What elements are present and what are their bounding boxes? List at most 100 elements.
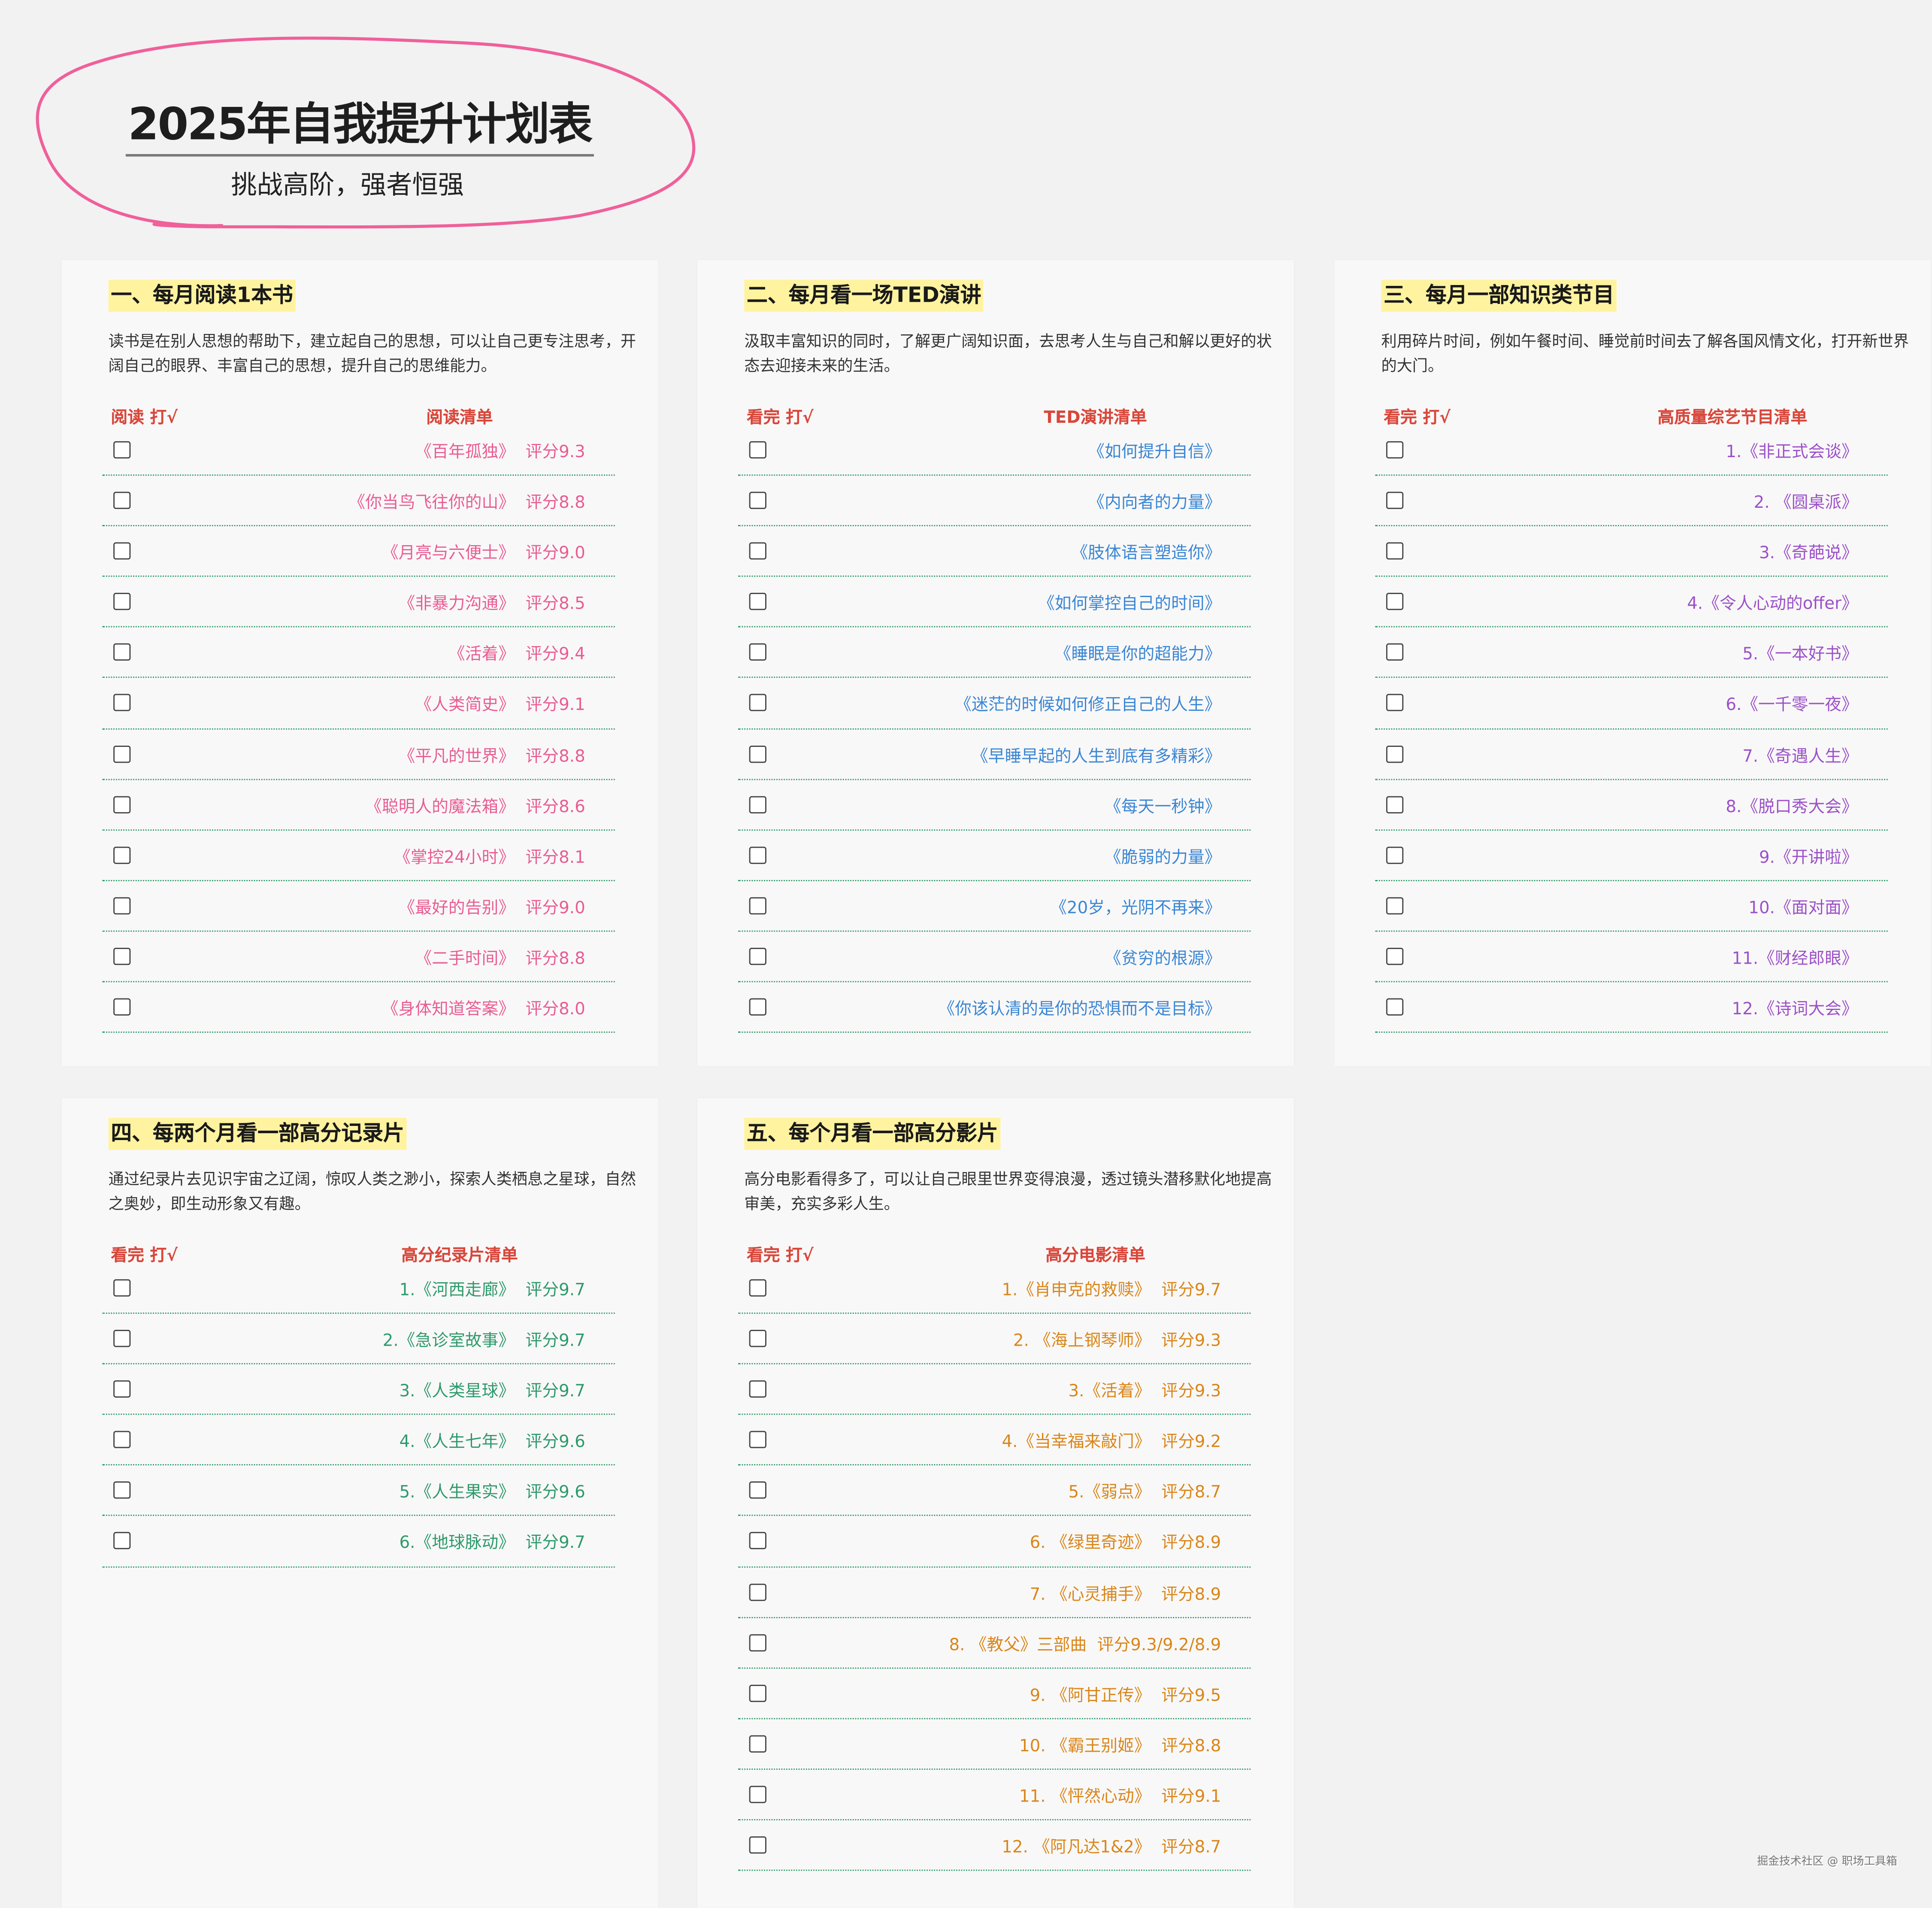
checkbox[interactable]	[749, 1735, 766, 1753]
item-label: 3.《活着》 评分9.3	[1068, 1382, 1221, 1402]
checkbox[interactable]	[749, 1634, 766, 1651]
section-card-5: 五、每个月看一部高分影片 高分电影看得多了，可以让自己眼里世界变得浪漫，透过镜头潜…	[697, 1098, 1294, 1908]
check-column-header: 看完 打√	[111, 1246, 178, 1266]
checkbox[interactable]	[113, 593, 131, 611]
list-item: 《脆弱的力量》	[738, 830, 1251, 881]
checkbox[interactable]	[749, 593, 766, 611]
checkbox[interactable]	[749, 1330, 766, 1347]
checkbox[interactable]	[1386, 542, 1404, 560]
checkbox[interactable]	[749, 998, 766, 1016]
checkbox[interactable]	[749, 1532, 766, 1550]
item-label: 《活着》 评分9.4	[448, 645, 585, 665]
checkbox[interactable]	[749, 643, 766, 661]
checkbox[interactable]	[749, 694, 766, 712]
checkbox[interactable]	[749, 1583, 766, 1601]
checkbox[interactable]	[1386, 441, 1404, 459]
checkbox[interactable]	[113, 1279, 131, 1297]
list-item: 1.《非正式会谈》	[1375, 425, 1888, 476]
item-label: 2. 《圆桌派》	[1753, 493, 1858, 513]
item-label: 《掌控24小时》 评分8.1	[394, 847, 585, 868]
item-label: 6.《一千零一夜》	[1726, 695, 1858, 716]
checkbox[interactable]	[113, 1380, 131, 1398]
checkbox[interactable]	[1386, 694, 1404, 712]
checkbox[interactable]	[749, 1786, 766, 1803]
checkbox[interactable]	[113, 745, 131, 763]
item-label: 2. 《海上钢琴师》 评分9.3	[1013, 1331, 1221, 1351]
checkbox[interactable]	[749, 1380, 766, 1398]
checkbox[interactable]	[1386, 998, 1404, 1016]
checkbox[interactable]	[1386, 491, 1404, 510]
list-item: 1.《河西走廊》 评分9.7	[102, 1263, 615, 1314]
item-label: 《你该认清的是你的恐惧而不是目标》	[938, 999, 1221, 1019]
checkbox[interactable]	[749, 1684, 766, 1702]
checkbox[interactable]	[113, 1482, 131, 1499]
checkbox[interactable]	[749, 1431, 766, 1449]
item-label: 《睡眠是你的超能力》	[1054, 645, 1221, 665]
list-item: 1.《肖申克的救赎》 评分9.7	[738, 1263, 1251, 1314]
list-item: 4.《人生七年》 评分9.6	[102, 1415, 615, 1466]
section-title: 三、每月一部知识类节目	[1381, 279, 1617, 312]
item-label: 《如何提升自信》	[1088, 442, 1221, 462]
section-card-3: 三、每月一部知识类节目 利用碎片时间，例如午餐时间、睡觉前时间去了解各国风情文化，…	[1334, 260, 1931, 1066]
checkbox[interactable]	[1386, 795, 1404, 813]
item-label: 9. 《阿甘正传》 评分9.5	[1030, 1686, 1221, 1706]
checkbox[interactable]	[113, 491, 131, 510]
item-label: 9.《开讲啦》	[1759, 847, 1858, 868]
list-item: 《早睡早起的人生到底有多精彩》	[738, 729, 1251, 780]
checkbox[interactable]	[113, 694, 131, 712]
checkbox[interactable]	[749, 947, 766, 965]
section-description: 通过纪录片去见识宇宙之辽阔，惊叹人类之渺小，探索人类栖息之星球，自然之奥妙，即生…	[108, 1169, 636, 1213]
checkbox[interactable]	[113, 795, 131, 813]
list-item: 《迷茫的时候如何修正自己的人生》	[738, 679, 1251, 729]
list-item: 《百年孤独》 评分9.3	[102, 425, 615, 476]
item-label: 《贫穷的根源》	[1105, 949, 1221, 969]
checkbox[interactable]	[749, 491, 766, 510]
checkbox[interactable]	[749, 1836, 766, 1854]
list-column-header: TED演讲清单	[1044, 408, 1147, 428]
section-card-2: 二、每月看一场TED演讲 汲取丰富知识的同时，了解更广阔知识面，去思考人生与自己和…	[697, 260, 1294, 1066]
list-column-header: 高分电影清单	[1045, 1246, 1145, 1266]
checkbox[interactable]	[113, 897, 131, 914]
section-title: 四、每两个月看一部高分记录片	[108, 1118, 407, 1150]
checkbox[interactable]	[113, 947, 131, 965]
checklist: 《如何提升自信》 《内向者的力量》 《肢体语言塑造你》 《如何掌控自己的时间》 《睡眠是…	[738, 425, 1251, 1033]
checkbox[interactable]	[113, 542, 131, 560]
checkbox[interactable]	[1386, 643, 1404, 661]
checkbox[interactable]	[749, 542, 766, 560]
item-label: 《二手时间》 评分8.8	[415, 949, 585, 969]
checkbox[interactable]	[113, 1330, 131, 1347]
checkbox[interactable]	[1386, 593, 1404, 611]
list-item: 《如何掌控自己的时间》	[738, 577, 1251, 628]
list-item: 《睡眠是你的超能力》	[738, 628, 1251, 679]
checkbox[interactable]	[749, 795, 766, 813]
list-item: 3.《奇葩说》	[1375, 527, 1888, 577]
checkbox[interactable]	[749, 897, 766, 914]
checkbox[interactable]	[749, 441, 766, 459]
checkbox[interactable]	[749, 846, 766, 864]
item-label: 《肢体语言塑造你》	[1071, 543, 1221, 564]
checkbox[interactable]	[113, 1532, 131, 1550]
checkbox[interactable]	[113, 1431, 131, 1449]
item-label: 8.《脱口秀大会》	[1726, 797, 1858, 817]
checkbox[interactable]	[749, 1482, 766, 1499]
list-item: 《身体知道答案》 评分8.0	[102, 982, 615, 1033]
section-description: 高分电影看得多了，可以让自己眼里世界变得浪漫，透过镜头潜移默化地提高审美，充实多…	[744, 1169, 1272, 1213]
checkbox[interactable]	[113, 643, 131, 661]
item-label: 10.《面对面》	[1748, 898, 1858, 918]
checkbox[interactable]	[113, 441, 131, 459]
checkbox[interactable]	[113, 846, 131, 864]
checkbox[interactable]	[1386, 846, 1404, 864]
checkbox[interactable]	[749, 745, 766, 763]
checkbox[interactable]	[1386, 947, 1404, 965]
item-label: 1.《非正式会谈》	[1726, 442, 1858, 462]
section-description: 汲取丰富知识的同时，了解更广阔知识面，去思考人生与自己和解以更好的状态去迎接未来…	[744, 331, 1272, 375]
checkbox[interactable]	[1386, 897, 1404, 914]
page-title: 2025年自我提升计划表	[128, 100, 593, 151]
item-label: 《人类简史》 评分9.1	[415, 695, 585, 716]
list-item: 《最好的告别》 评分9.0	[102, 881, 615, 932]
title-underline	[125, 154, 594, 157]
item-label: 4.《人生七年》 评分9.6	[399, 1432, 585, 1453]
checkbox[interactable]	[113, 998, 131, 1016]
checkbox[interactable]	[749, 1279, 766, 1297]
checkbox[interactable]	[1386, 745, 1404, 763]
